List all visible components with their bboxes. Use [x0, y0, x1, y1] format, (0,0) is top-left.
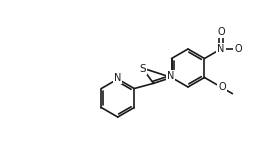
- Text: O: O: [217, 82, 225, 92]
- Text: N: N: [216, 44, 224, 54]
- Text: N: N: [166, 71, 173, 81]
- Text: S: S: [138, 64, 145, 74]
- Text: O: O: [216, 27, 224, 37]
- Text: O: O: [233, 44, 241, 54]
- Text: N: N: [114, 73, 121, 83]
